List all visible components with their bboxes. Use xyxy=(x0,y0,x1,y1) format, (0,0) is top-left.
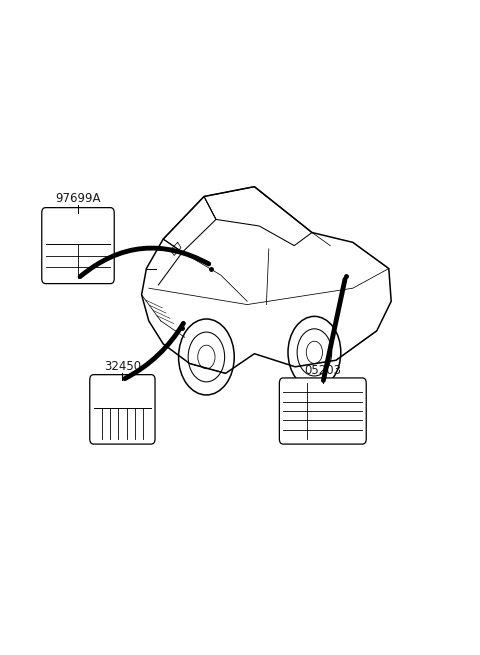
Text: 32450: 32450 xyxy=(104,360,141,373)
Text: 97699A: 97699A xyxy=(55,192,100,205)
Text: 05203: 05203 xyxy=(304,364,341,377)
FancyBboxPatch shape xyxy=(279,378,366,444)
FancyBboxPatch shape xyxy=(42,208,114,284)
FancyBboxPatch shape xyxy=(90,375,155,444)
